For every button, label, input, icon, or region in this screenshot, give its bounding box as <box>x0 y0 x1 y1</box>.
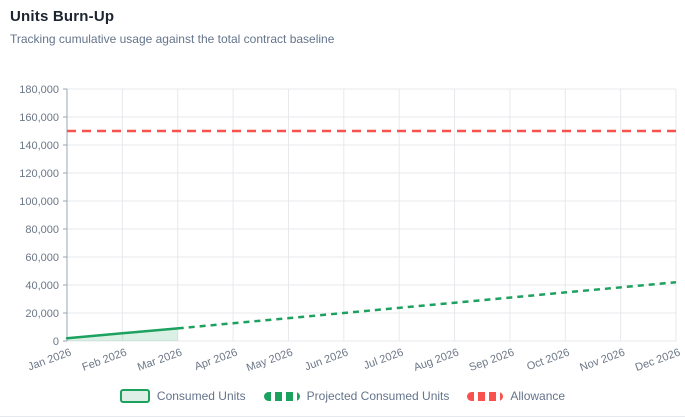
x-axis-label: Dec 2026 <box>634 347 682 374</box>
projected-units-swatch-icon <box>263 391 300 401</box>
y-axis-label: 100,000 <box>19 196 59 208</box>
x-axis-label: Apr 2026 <box>193 347 239 374</box>
x-axis-label: Jun 2026 <box>303 347 350 374</box>
chart-header: Units Burn-Up Tracking cumulative usage … <box>10 8 675 46</box>
x-axis-label: May 2026 <box>245 347 295 375</box>
allowance-swatch-icon <box>467 391 504 401</box>
y-axis-label: 140,000 <box>19 140 59 152</box>
x-axis-label: Jan 2026 <box>26 347 73 374</box>
y-axis-label: 160,000 <box>19 112 59 124</box>
legend-item-projected[interactable]: Projected Consumed Units <box>263 389 450 403</box>
x-axis-label: Oct 2026 <box>525 347 571 374</box>
x-axis-label: Sep 2026 <box>468 347 516 374</box>
consumed-units-line <box>65 327 179 340</box>
x-axis-label: Aug 2026 <box>412 347 460 374</box>
y-axis-label: 120,000 <box>19 168 59 180</box>
y-axis-label: 80,000 <box>25 224 59 236</box>
x-axis-label: Nov 2026 <box>578 347 626 374</box>
projected-consumed-units-line <box>177 280 677 330</box>
chart-subtitle: Tracking cumulative usage against the to… <box>10 32 335 46</box>
x-axis-label: Mar 2026 <box>136 347 184 374</box>
chart-legend: Consumed Units Projected Consumed Units … <box>0 389 685 403</box>
chart-title: Units Burn-Up <box>10 8 115 25</box>
x-axis-label: Jul 2026 <box>362 347 405 373</box>
legend-label-projected: Projected Consumed Units <box>306 389 450 403</box>
legend-label-consumed: Consumed Units <box>156 389 246 403</box>
consumed-units-swatch-icon <box>119 389 150 403</box>
y-axis-label: 180,000 <box>19 84 59 96</box>
y-axis-label: 60,000 <box>25 252 59 264</box>
y-axis-label: 40,000 <box>25 280 59 292</box>
x-axis-label: Feb 2026 <box>81 347 129 374</box>
y-axis-label: 20,000 <box>25 308 59 320</box>
legend-item-allowance[interactable]: Allowance <box>467 389 565 403</box>
legend-label-allowance: Allowance <box>510 389 566 403</box>
legend-item-consumed[interactable]: Consumed Units <box>119 389 246 403</box>
y-axis-label: 0 <box>53 336 59 348</box>
burnup-chart: 0 20,000 40,000 60,000 80,000 100,000 120,000 1… <box>19 84 682 375</box>
